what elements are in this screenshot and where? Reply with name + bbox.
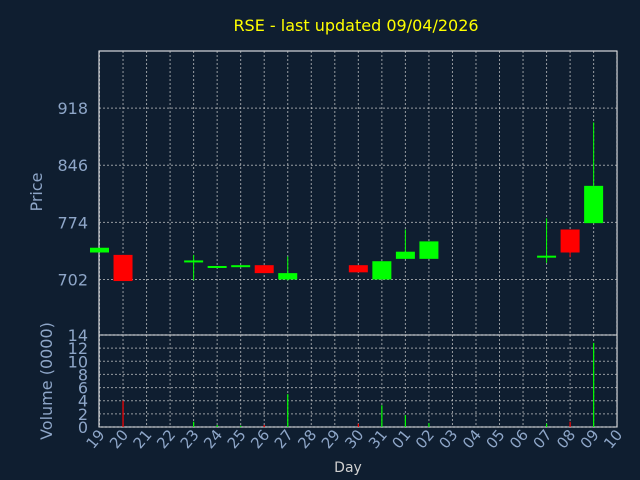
price-tick-label: 702 [57, 270, 88, 289]
candle-body [278, 273, 298, 280]
volume-tick-label: 0 [78, 418, 88, 437]
candle-body [560, 229, 580, 253]
x-axis-label: Day [334, 460, 362, 476]
candle-body [113, 254, 133, 282]
chart-title: RSE - last updated 09/04/2026 [233, 16, 478, 35]
volume-tick-label: 10 [68, 352, 88, 371]
price-axis-label: Price [27, 172, 46, 211]
price-tick-label: 918 [57, 99, 88, 118]
volume-tick-label: 12 [68, 339, 88, 358]
candle-body [419, 241, 439, 259]
candle-body [348, 265, 368, 273]
price-tick-label: 774 [57, 213, 88, 232]
volume-axis-label: Volume (0000) [37, 322, 56, 440]
volume-tick-label: 6 [78, 379, 88, 398]
candle-body [395, 251, 415, 259]
candle-body [207, 265, 227, 268]
candle-body [537, 255, 557, 258]
candle-body [372, 261, 392, 280]
candle-body [184, 260, 204, 263]
price-panel: 702 774 846 918 [57, 50, 618, 336]
volume-tick-label: 14 [68, 326, 88, 345]
price-tick-label: 846 [57, 156, 88, 175]
volume-tick-label: 8 [78, 365, 88, 384]
x-axis-ticks: 1920212223242526272829303101020304050607… [83, 426, 627, 452]
candle-body [584, 185, 604, 224]
candle-body [90, 247, 109, 253]
candle-body [231, 265, 251, 268]
candle-body [254, 265, 274, 274]
volume-tick-label: 2 [78, 405, 88, 424]
volume-tick-label: 4 [78, 392, 88, 411]
